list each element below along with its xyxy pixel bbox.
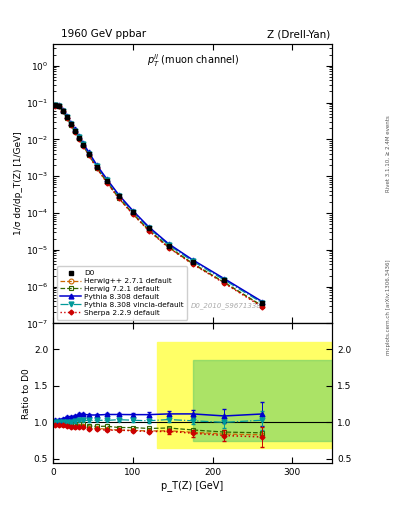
Text: D0_2010_S9671338: D0_2010_S9671338 [191, 303, 261, 309]
Legend: D0, Herwig++ 2.7.1 default, Herwig 7.2.1 default, Pythia 8.308 default, Pythia 8: D0, Herwig++ 2.7.1 default, Herwig 7.2.1… [57, 266, 187, 319]
Text: 1960 GeV ppbar: 1960 GeV ppbar [61, 29, 146, 39]
Text: Z (Drell-Yan): Z (Drell-Yan) [267, 29, 330, 39]
Text: Rivet 3.1.10, ≥ 2.4M events: Rivet 3.1.10, ≥ 2.4M events [386, 115, 391, 192]
Text: mcplots.cern.ch [arXiv:1306.3436]: mcplots.cern.ch [arXiv:1306.3436] [386, 260, 391, 355]
X-axis label: p_T(Z) [GeV]: p_T(Z) [GeV] [162, 480, 224, 491]
Y-axis label: Ratio to D0: Ratio to D0 [22, 368, 31, 419]
Bar [193, 360, 332, 441]
Y-axis label: 1/σ dσ/dp_T(Z) [1/GeV]: 1/σ dσ/dp_T(Z) [1/GeV] [14, 132, 23, 236]
Bar [157, 342, 332, 448]
Text: $p_T^{ll}$ (muon channel): $p_T^{ll}$ (muon channel) [147, 52, 239, 69]
